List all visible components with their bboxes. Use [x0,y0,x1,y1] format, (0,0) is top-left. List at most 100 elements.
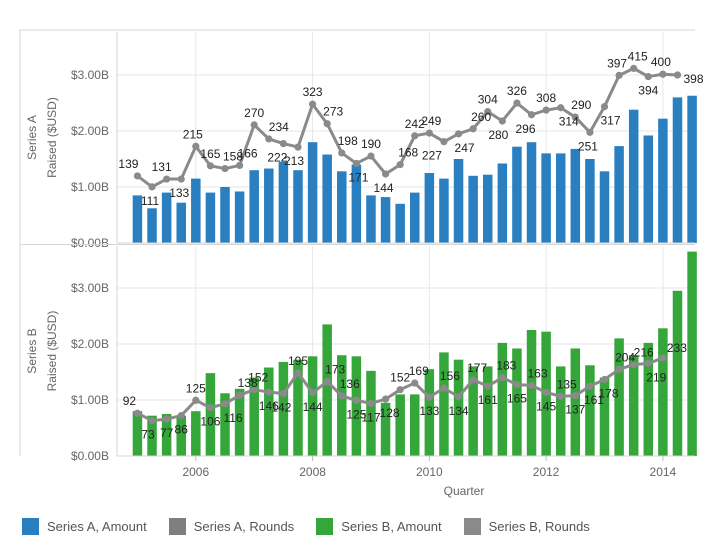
series-a-amount-bar [555,153,566,243]
series-b-rounds-point [644,359,652,368]
series-b-amount-bar [672,290,683,456]
series-a-amount-bar [424,173,435,243]
legend-item[interactable]: Series A, Rounds [168,517,294,535]
series-b-rounds-data-label: 152 [248,371,268,385]
series-b-rounds-point [557,392,565,400]
series-b-rounds-point [148,417,156,425]
series-a-amount-bar [453,159,464,243]
series-a-rounds-point [557,104,565,112]
series-b-amount-bar [482,366,493,456]
legend-label: Series A, Amount [47,518,147,534]
series-b-amount-bar [424,369,435,456]
series-a-rounds-data-label: 273 [323,105,343,119]
series-a-amount-bar [205,192,216,243]
series-a-rounds-data-label: 394 [638,84,658,98]
series-b-amount-bar [351,356,362,456]
series-a-rounds-data-label: 158 [223,150,243,164]
series-b-amount-bar [468,366,478,456]
series-b-rounds-point [294,369,302,377]
series-b-rounds-data-label: 116 [223,411,242,425]
legend-item[interactable]: Series A, Amount [22,517,147,535]
series-a-rounds-point [250,121,258,129]
series-b-rounds-point [367,399,375,408]
series-a-amount-bar [658,118,668,243]
series-b-rounds-data-label: 106 [200,415,220,429]
series-b-rounds-point [454,393,463,401]
series-b-rounds-data-label: 77 [160,426,174,440]
series-b-amount-bar [161,414,172,456]
series-b-rounds-point [192,396,200,404]
series-b-rounds-data-label: 173 [325,362,345,376]
series-a-rounds-data-label: 111 [141,194,160,208]
series-b-rounds-point [163,415,171,423]
series-b-rounds-data-label: 136 [340,377,360,391]
legend-item[interactable]: Series B, Amount [316,517,442,535]
legend-swatch [168,517,186,535]
series-a-amount-bar [322,154,332,243]
series-b-rounds-data-label: 133 [419,404,439,418]
series-b-rounds-point [279,390,287,398]
series-a-rounds-data-label: 213 [284,154,304,168]
series-b-amount-bar [512,348,522,456]
series-a-rounds-point [236,161,244,170]
series-a-amount-bar [672,97,683,244]
series-b-rounds-point [308,389,317,397]
series-b-rounds-data-label: 165 [507,392,527,406]
series-a-rounds-data-label: 133 [169,186,189,200]
series-b-rounds-data-label: 145 [536,399,556,413]
series-a-rounds-point [615,71,623,79]
series-b-rounds-point [411,379,419,387]
series-b-rounds-point [425,393,433,401]
legend-item[interactable]: Series B, Rounds [463,517,590,535]
series-b-rounds-data-label: 128 [380,406,400,420]
series-b-rounds-point [221,400,229,408]
series-a-rounds-data-label: 190 [361,137,381,151]
series-b-amount-bar [410,394,420,456]
series-a-rounds-data-label: 317 [600,114,620,128]
series-a-rounds-point [600,102,609,111]
series-b-row-label: Series B [25,328,39,373]
series-a-amount-bar [512,146,522,243]
series-a-rounds-data-label: 222 [267,151,287,165]
series-a-amount-bar [468,175,478,243]
series-b-rounds-point [133,409,142,417]
series-b-rounds-point [498,373,506,382]
series-a-rounds-point [484,108,492,116]
series-a-amount-bar [395,203,405,243]
series-a-amount-bar [366,195,376,243]
series-a-amount-bar [293,170,303,243]
series-a-amount-bar [351,164,362,243]
series-b-rounds-point [206,404,215,412]
series-b-rounds-point [615,365,623,373]
series-b-rounds-point [236,391,244,399]
series-a-rounds-data-label: 280 [488,128,508,142]
series-b-rounds-data-label: 135 [557,377,577,391]
series-b-amount-bar [497,342,508,456]
series-a-rounds-point [411,132,419,140]
series-b-amount-bar [147,415,157,456]
series-b-amount-bar [176,415,186,456]
series-a-rounds-data-label: 139 [118,157,138,171]
legend-swatch [22,517,39,535]
series-b-amount-bar [555,366,566,456]
series-b-amount-bar [293,359,303,456]
series-b-amount-bar [585,365,595,456]
series-a-rounds-data-label: 242 [405,117,425,131]
series-b-rounds-data-label: 117 [361,410,380,424]
series-a-rounds-point [527,111,536,119]
series-a-amount-bar [176,202,186,243]
series-a-row-label: Series A [25,115,39,160]
series-a-amount-bar [307,142,318,243]
series-a-rounds-data-label: 234 [269,120,289,134]
series-b-rounds-data-label: 92 [123,394,137,408]
series-b-amount-bar [687,251,697,456]
series-a-rounds-data-label: 270 [244,106,264,120]
series-b-amount-bar [658,328,668,456]
series-b-rounds-data-label: 138 [238,376,258,390]
series-a-rounds-point [192,142,200,150]
series-b-amount-bar [191,411,201,456]
series-a-amount-bar [278,161,289,243]
series-a-rounds-data-label: 144 [374,181,394,195]
series-b-amount-bar [132,411,143,456]
series-a-rounds-point [425,129,433,137]
